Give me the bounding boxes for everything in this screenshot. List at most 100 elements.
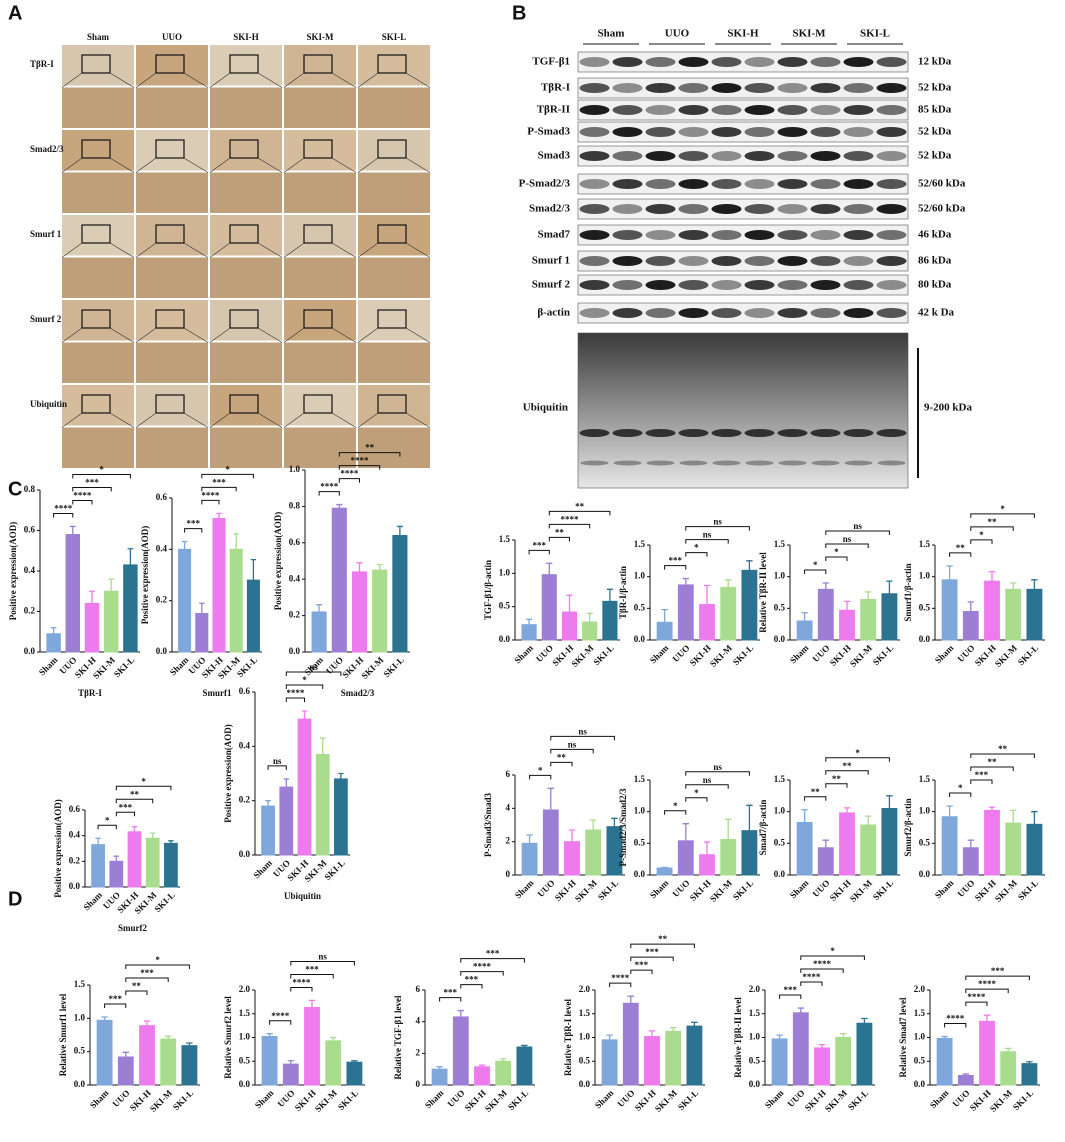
zoom-line — [283, 72, 305, 88]
significance-bracket — [72, 486, 112, 492]
bar — [656, 867, 673, 876]
zoom-line — [283, 327, 305, 343]
error-bar — [801, 612, 808, 621]
error-bar — [50, 627, 57, 634]
x-tick-label: SKI-M — [848, 877, 875, 904]
y-tick-label: 0.6 — [156, 492, 168, 502]
size-label: 52 kDa — [918, 126, 952, 138]
blot-band — [645, 127, 676, 137]
zoom-box — [81, 54, 111, 74]
significance-bracket — [970, 753, 1035, 758]
blot-band — [579, 429, 610, 437]
blot-band — [876, 429, 907, 437]
tissue-detail — [358, 257, 430, 298]
blot-band — [744, 230, 775, 240]
error-bar — [962, 1073, 969, 1076]
bar — [1021, 1063, 1038, 1086]
zoom-line — [109, 72, 135, 88]
error-bar — [89, 590, 95, 604]
bar — [541, 574, 557, 641]
blot-band — [843, 429, 874, 437]
column-label: SKI-H — [233, 32, 259, 42]
x-tick-label: Sham — [593, 1087, 616, 1110]
bar — [1005, 822, 1022, 876]
bar — [516, 1046, 533, 1086]
protein-label: TβR-I — [541, 82, 570, 94]
bar — [792, 1012, 809, 1086]
blot-band — [843, 280, 874, 290]
blot-band — [579, 179, 610, 189]
error-bar — [338, 772, 344, 779]
blot-band — [876, 230, 907, 240]
y-tick-label: 0.0 — [239, 1079, 251, 1089]
significance-bracket — [125, 977, 169, 982]
y-tick-label: 1.5 — [749, 1008, 761, 1018]
blot-band — [645, 429, 676, 437]
protein-label: P-Smad3 — [527, 126, 570, 138]
blot-band — [645, 280, 676, 290]
error-bar — [165, 1035, 172, 1039]
tissue-detail — [62, 427, 134, 468]
error-bar — [682, 577, 689, 585]
blot-band — [613, 460, 642, 466]
significance-label: *** — [186, 519, 200, 529]
x-tick-label: Sham — [513, 877, 536, 900]
error-bar — [843, 807, 851, 813]
y-axis-label: Relative TβR-II level — [733, 997, 743, 1078]
tissue-detail — [136, 342, 208, 383]
bar — [474, 1066, 490, 1086]
significance-bracket — [949, 552, 972, 557]
tissue-detail — [284, 257, 356, 298]
significance-bracket — [800, 968, 844, 974]
error-bar — [946, 565, 953, 580]
bar — [46, 633, 61, 653]
row-label: TβR-I — [30, 59, 54, 69]
bar — [325, 1040, 342, 1086]
bar — [139, 1025, 155, 1086]
blot-band — [777, 83, 808, 93]
error-bar — [627, 995, 634, 1004]
zoom-line — [283, 412, 305, 428]
error-bar — [1031, 811, 1038, 825]
zoom-line — [135, 412, 157, 428]
bar — [103, 590, 119, 653]
zoom-line — [331, 157, 357, 173]
error-bar — [478, 1064, 486, 1067]
significance-label: * — [538, 765, 543, 775]
zoom-line — [257, 157, 283, 173]
significance-label: * — [141, 776, 146, 786]
y-tick-label: 0.0 — [919, 634, 931, 644]
zoom-box — [81, 394, 111, 414]
column-label: Sham — [87, 32, 110, 42]
tissue-detail — [62, 172, 134, 213]
column-label: UUO — [162, 32, 182, 42]
tissue-detail — [136, 87, 208, 128]
bar — [109, 860, 124, 888]
protein-label: Smad2/3 — [529, 203, 570, 215]
blot-band — [744, 280, 775, 290]
significance-label: ** — [988, 757, 998, 767]
blot-band — [579, 57, 610, 67]
zoom-line — [331, 412, 357, 428]
y-tick-label: 0.4 — [239, 740, 251, 750]
significance-bracket — [72, 499, 93, 505]
significance-label: * — [99, 465, 104, 475]
lane-label: Sham — [598, 28, 625, 40]
y-tick-label: 1.0 — [914, 1032, 926, 1042]
y-tick-label: 1.5 — [634, 539, 646, 549]
significance-bracket — [965, 1001, 988, 1007]
y-axis-label: Smad7/β-actin — [758, 800, 768, 856]
x-axis-label: TβR-I — [78, 688, 102, 698]
significance-label: **** — [351, 456, 370, 466]
y-tick-label: 0.0 — [156, 646, 168, 656]
blot-band — [579, 256, 610, 266]
significance-bracket — [269, 1020, 292, 1025]
zoom-box — [377, 394, 407, 414]
tissue-detail — [62, 87, 134, 128]
error-bar — [776, 1034, 783, 1039]
zoom-line — [257, 242, 283, 258]
significance-bracket — [970, 766, 1014, 771]
x-tick-label: SKI-M — [91, 654, 118, 681]
significance-bracket — [825, 530, 890, 535]
significance-bracket — [318, 491, 340, 496]
